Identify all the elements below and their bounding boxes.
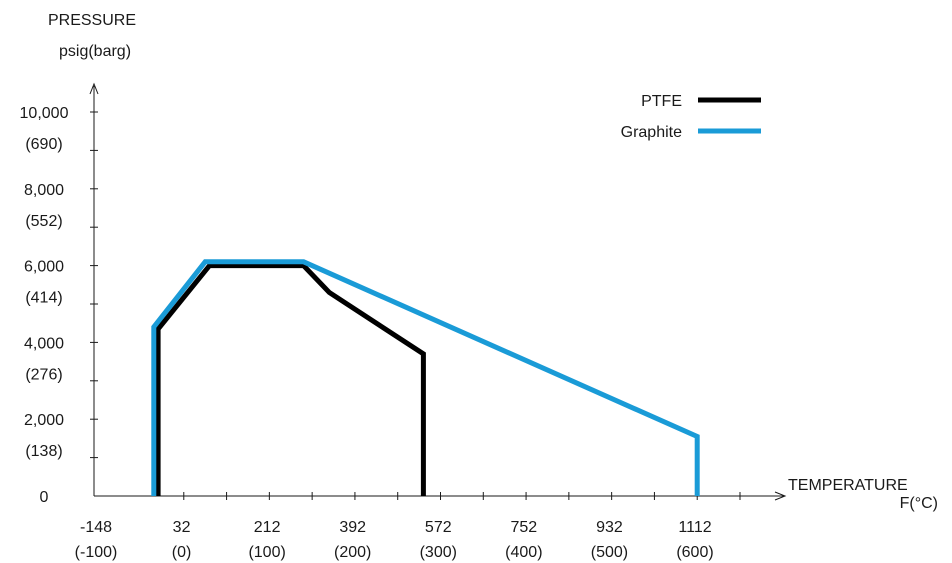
y-axis-arrow <box>89 82 99 95</box>
series-line-ptfe <box>155 263 426 496</box>
y-axis-ticks: 0 2,000 (138) 4,000 (276) 6,000 (414) 8,000 (552… <box>20 105 98 506</box>
y-tick-sublabel: (138) <box>25 443 62 460</box>
legend-label-ptfe: PTFE <box>641 93 682 110</box>
y-axis-title-line1: PRESSURE <box>48 12 136 29</box>
x-tick-label: 932 <box>596 519 623 536</box>
legend-label-graphite: Graphite <box>621 124 682 141</box>
series-lines <box>151 259 700 496</box>
x-tick-label: 752 <box>511 519 538 536</box>
x-tick-sublabel: (200) <box>334 544 371 561</box>
x-axis-title-line2: F(°C) <box>900 495 938 512</box>
series-line-graphite <box>151 259 700 496</box>
legend: PTFE Graphite <box>621 93 761 141</box>
x-axis-ticks: -148 (-100) 32 (0) 212 (100) 392 (200) 572 (300) 7… <box>75 492 741 561</box>
x-tick-label: -148 <box>80 519 112 536</box>
x-tick-label: 572 <box>425 519 452 536</box>
y-tick-label: 4,000 <box>24 335 64 352</box>
x-tick-sublabel: (600) <box>676 544 713 561</box>
axes <box>89 82 787 501</box>
x-tick-label: 392 <box>339 519 366 536</box>
y-tick-label: 10,000 <box>20 105 69 122</box>
x-tick-sublabel: (500) <box>591 544 628 561</box>
y-tick-label: 8,000 <box>24 182 64 199</box>
y-axis-title-line2: psig(barg) <box>59 43 131 60</box>
y-tick-label: 6,000 <box>24 259 64 276</box>
x-tick-sublabel: (-100) <box>75 544 118 561</box>
x-tick-sublabel: (400) <box>505 544 542 561</box>
x-tick-label: 212 <box>254 519 281 536</box>
y-tick-sublabel: (276) <box>25 366 62 383</box>
y-tick-sublabel: (552) <box>25 213 62 230</box>
x-axis-title-line1: TEMPERATURE <box>788 477 908 494</box>
y-tick-label: 0 <box>40 489 49 506</box>
y-tick-sublabel: (690) <box>25 136 62 153</box>
y-tick-sublabel: (414) <box>25 290 62 307</box>
x-tick-sublabel: (100) <box>248 544 285 561</box>
x-tick-label: 1112 <box>678 519 711 536</box>
x-axis-arrow <box>774 491 787 501</box>
x-tick-label: 32 <box>173 519 191 536</box>
x-tick-sublabel: (300) <box>420 544 457 561</box>
x-tick-sublabel: (0) <box>172 544 192 561</box>
y-tick-label: 2,000 <box>24 412 64 429</box>
